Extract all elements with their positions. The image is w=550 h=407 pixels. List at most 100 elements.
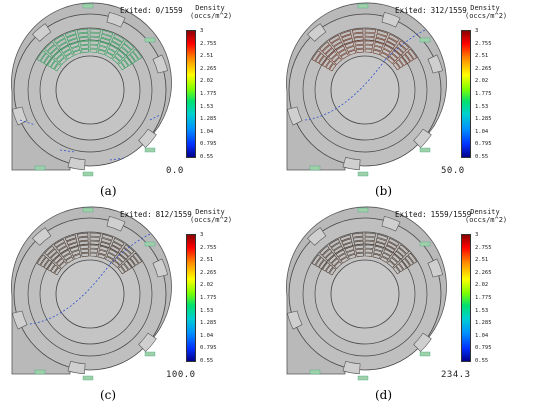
seating-block xyxy=(331,54,340,63)
panel-label: (b) xyxy=(375,184,393,198)
seating-block xyxy=(89,240,100,246)
seating-block xyxy=(50,251,60,261)
seating-block xyxy=(118,250,129,260)
seating-block xyxy=(78,240,89,246)
seating-block xyxy=(109,41,121,49)
seating-block xyxy=(53,34,65,44)
colorbar-tick-label: 1.285 xyxy=(475,116,492,123)
seating-block xyxy=(322,44,333,55)
colorbar-tick-label: 2.755 xyxy=(475,244,492,251)
seating-block xyxy=(393,250,404,260)
seating-block xyxy=(81,48,89,54)
seating-block xyxy=(56,242,67,251)
seating-block xyxy=(375,237,387,245)
seating-block xyxy=(89,252,98,257)
seating-block xyxy=(111,241,123,250)
seating-block xyxy=(407,252,418,264)
seating-block xyxy=(63,49,72,57)
exit-marker xyxy=(34,369,46,375)
seating-block xyxy=(356,48,364,54)
colorbar-tick-label: 1.04 xyxy=(200,332,214,339)
seating-block xyxy=(364,248,374,253)
colorbar-ticks: 3 2.755 2.51 2.265 2.02 1.775 1.53 1.285 1.04 0.7… xyxy=(200,28,230,160)
colorbar xyxy=(461,234,471,362)
colorbar-tick-label: 1.775 xyxy=(475,295,492,301)
seating-block xyxy=(64,234,77,242)
exit-marker xyxy=(144,37,156,43)
colorbar-tick-label: 0.55 xyxy=(200,154,214,160)
seating-block xyxy=(76,232,89,238)
exited-label: Exited: xyxy=(395,6,427,15)
colorbar-tick-label: 0.55 xyxy=(200,358,214,364)
gate-notch xyxy=(307,23,327,42)
seating-block xyxy=(40,256,50,268)
seating-block xyxy=(59,57,68,65)
exit-marker xyxy=(82,171,94,177)
seating-block xyxy=(68,38,79,45)
colorbar-tick-label: 3 xyxy=(475,28,479,34)
exit-marker xyxy=(419,351,431,357)
colorbar-tick-label: 1.775 xyxy=(475,91,492,97)
panel-b: Exited: 312/1559 Density (occs/m^2) 3 2.755… xyxy=(275,0,550,203)
colorbar-tick-label: 2.51 xyxy=(475,53,489,60)
panel-a: Exited: 0/1559 Density (occs/m^2) 3 2.755 2.… xyxy=(0,0,275,203)
seating-block xyxy=(319,245,330,256)
exit-marker xyxy=(419,37,431,43)
seating-block xyxy=(315,256,325,268)
seating-block xyxy=(106,252,116,260)
seating-block xyxy=(335,249,346,258)
seating-block xyxy=(58,41,69,50)
seating-block xyxy=(374,41,384,48)
seating-block xyxy=(315,52,325,64)
gate-notch xyxy=(138,332,157,352)
seating-block xyxy=(111,260,120,269)
seating-block xyxy=(353,240,364,246)
seating-block xyxy=(325,251,335,261)
seating-block xyxy=(97,49,106,56)
seating-block xyxy=(58,245,69,254)
seating-block xyxy=(89,48,98,53)
seating-block xyxy=(386,241,398,250)
seating-block xyxy=(383,248,393,257)
colorbar-ticks: 3 2.755 2.51 2.265 2.02 1.775 1.53 1.285 1.04 0.7… xyxy=(200,232,230,364)
gate-notch xyxy=(427,258,443,278)
gate-notch xyxy=(152,54,168,74)
colorbar-tick-label: 2.755 xyxy=(200,40,217,47)
seating-block xyxy=(391,253,401,263)
seating-block xyxy=(353,36,364,42)
agent-trail xyxy=(29,233,151,325)
seating-block xyxy=(341,34,353,42)
seating-block xyxy=(71,249,81,257)
seating-block xyxy=(117,266,126,275)
seating-block xyxy=(105,52,114,59)
seating-block xyxy=(393,46,404,56)
seating-block xyxy=(407,48,418,60)
colorbar-tick-label: 0.795 xyxy=(200,345,217,352)
exit-marker xyxy=(309,165,321,171)
gate-notch xyxy=(307,227,327,246)
seating-block xyxy=(343,38,354,45)
colorbar-tick-label: 1.775 xyxy=(200,91,217,97)
seating-block xyxy=(69,246,80,253)
seating-block xyxy=(89,40,99,46)
colorbar-tick-label: 2.02 xyxy=(475,282,489,289)
seating-block xyxy=(364,244,374,250)
colorbar-tick-label: 2.02 xyxy=(475,78,489,85)
seating-block xyxy=(53,238,65,248)
seating-block xyxy=(364,40,374,46)
seating-block xyxy=(325,47,335,57)
seating-block xyxy=(372,253,381,260)
seating-block xyxy=(98,249,108,256)
seating-block xyxy=(50,264,59,274)
seating-block xyxy=(355,44,364,50)
seating-block xyxy=(43,55,53,66)
seating-block xyxy=(56,258,65,267)
exit-marker xyxy=(357,375,369,381)
seating-block xyxy=(71,45,81,53)
seating-block xyxy=(100,241,111,249)
seating-block xyxy=(123,40,135,51)
seating-block xyxy=(318,259,328,270)
seating-block xyxy=(43,259,53,270)
gate-notch xyxy=(427,54,443,74)
seating-block xyxy=(404,255,414,266)
